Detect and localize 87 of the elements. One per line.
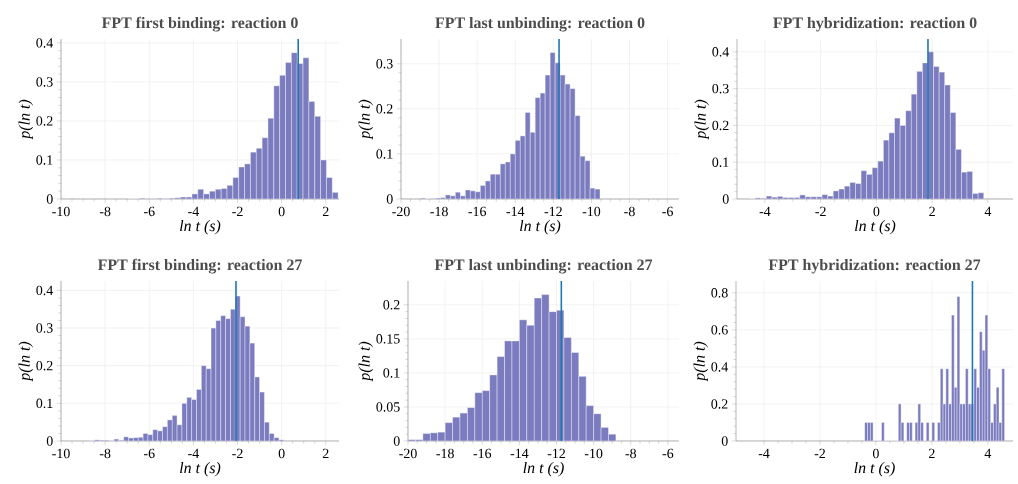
- x-tick-label: -2: [815, 206, 826, 216]
- chart-title: FPT last unbinding: reaction 27: [434, 258, 653, 274]
- y-tick-label: 0.4: [711, 362, 729, 372]
- x-tick-label: 0: [872, 448, 879, 459]
- x-axis-title: ln t (s): [180, 462, 221, 477]
- x-tick-label: -8: [624, 206, 635, 217]
- y-tick-label: 0.4: [712, 47, 730, 57]
- chart-title: FPT first binding: reaction 27: [97, 258, 302, 274]
- y-tick-label: 0.4: [36, 38, 54, 48]
- x-tick-label: -2: [232, 206, 243, 216]
- x-tick-label: -18: [436, 448, 454, 459]
- y-tick-label: 0: [46, 436, 53, 446]
- y-tick-label: 0.2: [36, 116, 53, 126]
- y-axis-title: p(ln t): [693, 341, 708, 382]
- x-tick-label: -8: [625, 448, 637, 459]
- x-tick-label: -6: [143, 448, 155, 459]
- x-axis-title: ln t (s): [180, 220, 221, 235]
- y-tick-label: 0: [393, 436, 400, 446]
- x-tick-label: -10: [52, 448, 70, 459]
- y-tick-label: 0.2: [376, 104, 393, 114]
- x-tick-label: 0: [873, 206, 880, 217]
- y-tick-label: 0.1: [36, 155, 53, 165]
- x-tick-label: 0: [278, 448, 285, 459]
- y-axis-title: p(ln t): [18, 99, 33, 140]
- y-tick-label: 0.1: [36, 398, 53, 409]
- x-tick-label: -6: [143, 206, 155, 217]
- x-tick-label: -12: [544, 206, 562, 216]
- y-tick-label: 0.4: [36, 285, 54, 296]
- x-tick-label: 2: [928, 448, 935, 458]
- y-axis-title: p(ln t): [18, 341, 33, 382]
- x-tick-label: -10: [582, 206, 601, 217]
- x-tick-label: 0: [278, 206, 285, 217]
- x-tick-label: -10: [52, 206, 70, 217]
- y-tick-label: 0.2: [383, 300, 400, 310]
- x-axis-title: ln t (s): [523, 462, 564, 477]
- chart-title: FPT last unbinding: reaction 0: [435, 16, 645, 32]
- x-tick-label: -10: [584, 448, 603, 459]
- x-tick-label: -4: [188, 206, 199, 216]
- y-axis-title: p(ln t): [358, 99, 373, 140]
- x-tick-label: 2: [322, 206, 329, 216]
- y-tick-label: 0: [721, 436, 728, 446]
- x-tick-label: -14: [506, 206, 525, 216]
- x-axis-title: ln t (s): [520, 220, 561, 235]
- y-axis-title: p(ln t): [358, 341, 373, 382]
- y-tick-label: 0.2: [711, 399, 728, 409]
- x-tick-label: -20: [399, 448, 417, 459]
- y-tick-label: 0.3: [36, 323, 53, 333]
- x-axis-title: ln t (s): [855, 220, 896, 235]
- y-tick-label: 0.05: [376, 402, 400, 412]
- x-tick-label: -16: [473, 448, 492, 459]
- x-tick-label: -4: [188, 448, 199, 458]
- x-tick-label: -2: [232, 448, 243, 458]
- x-tick-label: 2: [929, 206, 935, 216]
- y-tick-label: 0.8: [711, 288, 728, 298]
- y-axis-title: p(ln t): [694, 99, 709, 140]
- x-tick-label: -4: [759, 206, 771, 216]
- y-tick-label: 0.2: [712, 120, 729, 131]
- x-axis-title: ln t (s): [854, 462, 895, 477]
- y-tick-label: 0.1: [376, 149, 393, 159]
- y-tick-label: 0.3: [376, 59, 393, 69]
- x-tick-label: -6: [662, 206, 673, 217]
- x-tick-label: -4: [758, 448, 770, 458]
- y-tick-label: 0: [46, 194, 53, 204]
- x-tick-label: -18: [430, 206, 448, 217]
- x-tick-label: -2: [814, 448, 825, 458]
- y-tick-label: 0: [386, 194, 393, 204]
- x-tick-label: 2: [322, 448, 329, 458]
- chart-title: FPT hybridization: reaction 0: [773, 16, 977, 32]
- y-tick-label: 0.3: [712, 83, 729, 94]
- chart-title: FPT first binding: reaction 0: [101, 16, 298, 32]
- y-tick-label: 0.1: [383, 368, 400, 378]
- x-tick-label: -12: [547, 448, 566, 458]
- y-tick-label: 0.3: [36, 77, 53, 87]
- y-tick-label: 0.1: [712, 157, 729, 167]
- y-tick-label: 0: [722, 194, 729, 204]
- x-tick-label: -20: [392, 206, 410, 217]
- x-tick-label: 4: [984, 206, 992, 216]
- x-tick-label: 4: [984, 448, 992, 458]
- x-tick-label: -16: [468, 206, 487, 217]
- y-tick-label: 0.2: [36, 360, 53, 371]
- x-tick-label: -8: [99, 206, 111, 217]
- y-tick-label: 0.15: [376, 334, 400, 344]
- x-tick-label: -6: [662, 448, 674, 459]
- y-tick-label: 0.6: [711, 325, 728, 335]
- x-tick-label: -14: [510, 448, 529, 458]
- chart-title: FPT hybridization: reaction 27: [768, 258, 981, 274]
- x-tick-label: -8: [99, 448, 111, 459]
